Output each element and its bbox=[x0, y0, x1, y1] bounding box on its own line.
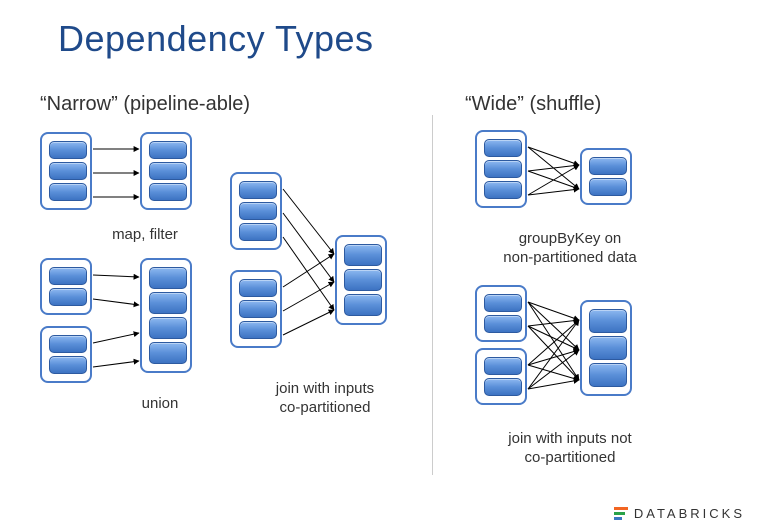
partition bbox=[149, 141, 187, 159]
databricks-logo: DATABRICKS bbox=[614, 506, 745, 522]
rdd-box bbox=[475, 348, 527, 405]
partition bbox=[589, 309, 627, 333]
partition bbox=[149, 267, 187, 289]
partition bbox=[49, 162, 87, 180]
partition bbox=[239, 321, 277, 339]
diagram-caption: groupByKey onnon-partitioned data bbox=[490, 230, 650, 268]
partition bbox=[49, 356, 87, 374]
partition bbox=[484, 139, 522, 157]
logo-text: DATABRICKS bbox=[634, 506, 745, 521]
partition bbox=[239, 202, 277, 220]
logo-mark-icon bbox=[614, 507, 628, 522]
section-label-narrow: “Narrow” (pipeline-able) bbox=[40, 93, 250, 116]
partition bbox=[344, 244, 382, 266]
rdd-box bbox=[40, 326, 92, 383]
partition bbox=[344, 294, 382, 316]
partition bbox=[484, 378, 522, 396]
rdd-box bbox=[140, 132, 192, 210]
partition bbox=[149, 162, 187, 180]
partition bbox=[149, 342, 187, 364]
partition bbox=[239, 300, 277, 318]
rdd-box bbox=[580, 148, 632, 205]
rdd-box bbox=[230, 270, 282, 348]
rdd-box bbox=[40, 132, 92, 210]
section-divider bbox=[432, 115, 433, 475]
partition bbox=[49, 141, 87, 159]
partition bbox=[589, 178, 627, 196]
diagram-caption: union bbox=[80, 395, 240, 414]
rdd-box bbox=[580, 300, 632, 396]
partition bbox=[484, 181, 522, 199]
partition bbox=[49, 267, 87, 285]
partition bbox=[49, 335, 87, 353]
partition bbox=[239, 181, 277, 199]
rdd-box bbox=[230, 172, 282, 250]
rdd-box bbox=[475, 285, 527, 342]
section-label-wide: “Wide” (shuffle) bbox=[465, 93, 601, 116]
slide-title: Dependency Types bbox=[58, 18, 374, 60]
rdd-box bbox=[40, 258, 92, 315]
partition bbox=[239, 279, 277, 297]
rdd-box bbox=[140, 258, 192, 373]
partition bbox=[49, 288, 87, 306]
partition bbox=[239, 223, 277, 241]
diagram-caption: join with inputs notco-partitioned bbox=[490, 430, 650, 468]
partition bbox=[589, 336, 627, 360]
diagram-caption: map, filter bbox=[65, 226, 225, 245]
partition bbox=[49, 183, 87, 201]
rdd-box bbox=[475, 130, 527, 208]
partition bbox=[589, 157, 627, 175]
partition bbox=[149, 183, 187, 201]
partition bbox=[344, 269, 382, 291]
rdd-box bbox=[335, 235, 387, 325]
partition bbox=[484, 315, 522, 333]
partition bbox=[484, 160, 522, 178]
partition bbox=[589, 363, 627, 387]
partition bbox=[484, 357, 522, 375]
diagram-caption: join with inputsco-partitioned bbox=[245, 380, 405, 418]
partition bbox=[149, 317, 187, 339]
partition bbox=[149, 292, 187, 314]
partition bbox=[484, 294, 522, 312]
